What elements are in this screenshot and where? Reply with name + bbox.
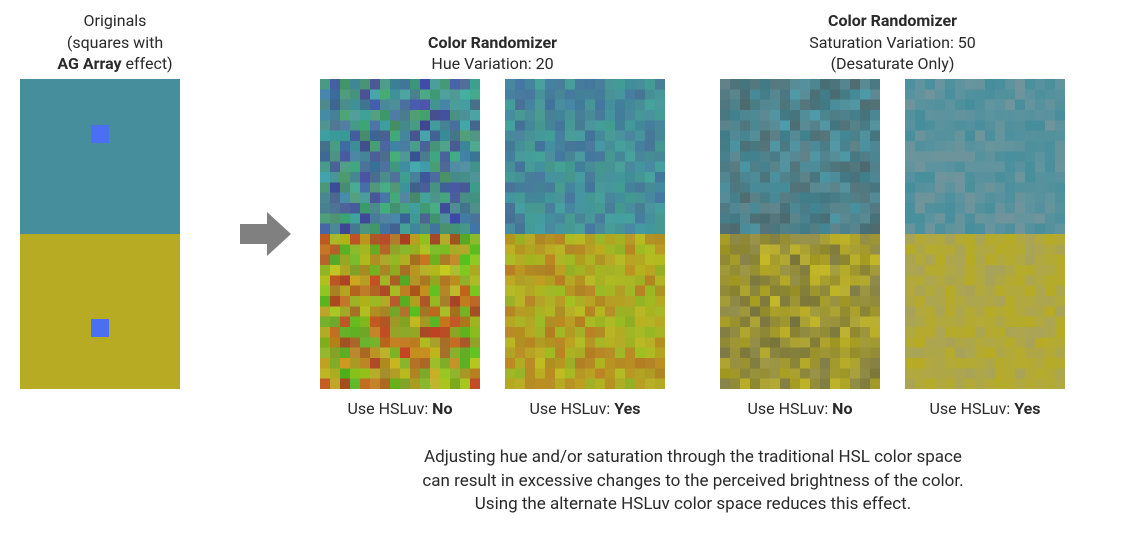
- caption-sat-no: Use HSLuv: No: [720, 399, 880, 418]
- panel-hue-no-canvas-wrap: [320, 79, 480, 389]
- footer-line1: Adjusting hue and/or saturation through …: [260, 446, 1126, 470]
- footer-line2: can result in excessive changes to the p…: [260, 470, 1126, 494]
- arrow-icon: [235, 204, 295, 264]
- panel-sat-yes: Use HSLuv: Yes: [905, 79, 1065, 418]
- panel-sat-no-top: [720, 79, 880, 234]
- panel-sat-yes-canvas-wrap: [905, 79, 1065, 389]
- footer-line3: Using the alternate HSLuv color space re…: [260, 493, 1126, 517]
- panel-hue-yes-canvas-wrap: [505, 79, 665, 389]
- panel-sat-no-bottom: [720, 234, 880, 389]
- caption-hue-yes: Use HSLuv: Yes: [505, 399, 665, 418]
- panel-sat-yes-bottom: [905, 234, 1065, 389]
- tiny-square-top: [91, 125, 109, 143]
- originals-panel: [20, 79, 180, 389]
- hue-group: Use HSLuv: No Use HSLuv: Yes: [320, 79, 665, 418]
- originals-title-line1: Originals: [20, 10, 210, 32]
- sat-title: Color Randomizer: [720, 10, 1065, 32]
- panel-sat-no-canvas-wrap: [720, 79, 880, 389]
- hue-subtitle: Hue Variation: 20: [320, 53, 665, 75]
- originals-bottom-half: [20, 234, 180, 389]
- header-row: Originals (squares with AG Array effect)…: [20, 10, 1126, 75]
- caption-sat-yes: Use HSLuv: Yes: [905, 399, 1065, 418]
- footer-text: Adjusting hue and/or saturation through …: [20, 446, 1126, 517]
- header-hue: Color Randomizer Hue Variation: 20: [320, 32, 665, 75]
- caption-hue-no: Use HSLuv: No: [320, 399, 480, 418]
- panel-hue-no: Use HSLuv: No: [320, 79, 480, 418]
- panel-hue-no-bottom: [320, 234, 480, 389]
- originals-title-line2: (squares with AG Array effect): [20, 32, 210, 75]
- tiny-square-bottom: [91, 319, 109, 337]
- header-sat: Color Randomizer Saturation Variation: 5…: [720, 10, 1065, 75]
- panel-sat-yes-top: [905, 79, 1065, 234]
- panel-sat-no: Use HSLuv: No: [720, 79, 880, 418]
- originals-column: [20, 79, 210, 389]
- panel-hue-no-top: [320, 79, 480, 234]
- sat-subtitle1: Saturation Variation: 50: [720, 32, 1065, 54]
- panels-row: Use HSLuv: No Use HSLuv: Yes Use HSLuv: …: [20, 79, 1126, 418]
- originals-top-half: [20, 79, 180, 234]
- sat-group: Use HSLuv: No Use HSLuv: Yes: [720, 79, 1065, 418]
- panel-hue-yes-bottom: [505, 234, 665, 389]
- sat-subtitle2: (Desaturate Only): [720, 53, 1065, 75]
- header-originals: Originals (squares with AG Array effect): [20, 10, 210, 75]
- panel-hue-yes: Use HSLuv: Yes: [505, 79, 665, 418]
- hue-title: Color Randomizer: [320, 32, 665, 54]
- panel-hue-yes-top: [505, 79, 665, 234]
- arrow-column: [210, 79, 320, 389]
